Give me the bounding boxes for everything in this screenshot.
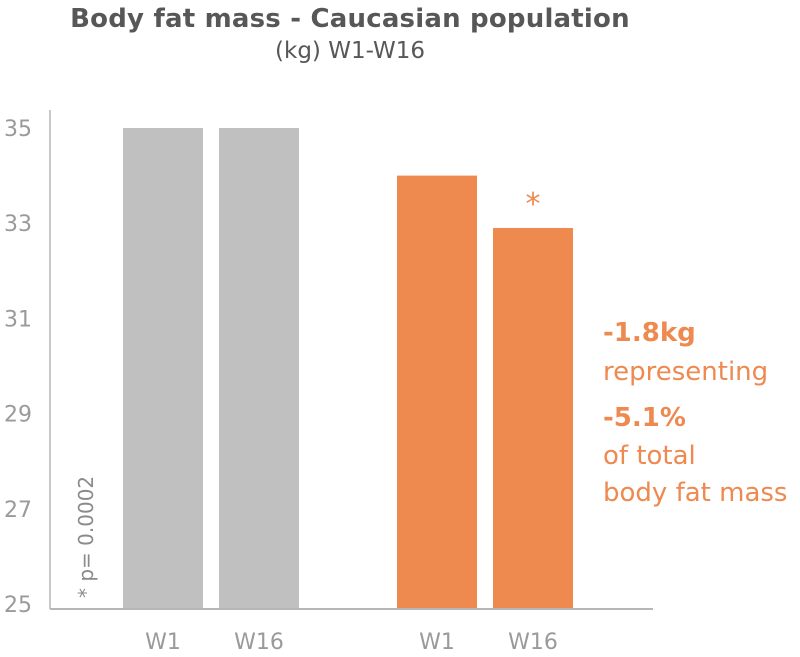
bar — [123, 128, 203, 608]
y-tick-label: 35 — [4, 117, 32, 142]
bar — [397, 175, 477, 608]
x-tick-label: W1 — [145, 630, 181, 655]
chart-title: Body fat mass - Caucasian population — [70, 4, 630, 34]
y-axis-ticks: 25 27 29 31 33 35 — [4, 117, 32, 618]
bar — [219, 128, 299, 608]
bars — [123, 128, 573, 608]
annotation-change-kg: -1.8kg — [603, 318, 696, 348]
x-tick-label: W16 — [234, 630, 284, 655]
chart-subtitle: (kg) W1-W16 — [275, 38, 425, 64]
x-tick-label: W1 — [419, 630, 455, 655]
y-tick-label: 29 — [4, 403, 32, 428]
annotation-representing: representing — [603, 357, 769, 387]
y-tick-label: 31 — [4, 307, 32, 332]
y-tick-label: 27 — [4, 498, 32, 523]
x-axis-tick-labels: W1 W16 W1 W16 — [145, 630, 558, 655]
y-tick-label: 25 — [4, 593, 32, 618]
annotation-body-fat-mass: body fat mass — [603, 478, 788, 508]
x-tick-label: W16 — [508, 630, 558, 655]
bar — [493, 227, 573, 608]
annotation-change-pct: -5.1% — [603, 403, 686, 433]
y-tick-label: 33 — [4, 212, 32, 237]
annotation-of-total: of total — [603, 441, 696, 471]
p-value-footnote: * p= 0.0002 — [74, 476, 98, 598]
significance-marker: * — [526, 187, 541, 222]
